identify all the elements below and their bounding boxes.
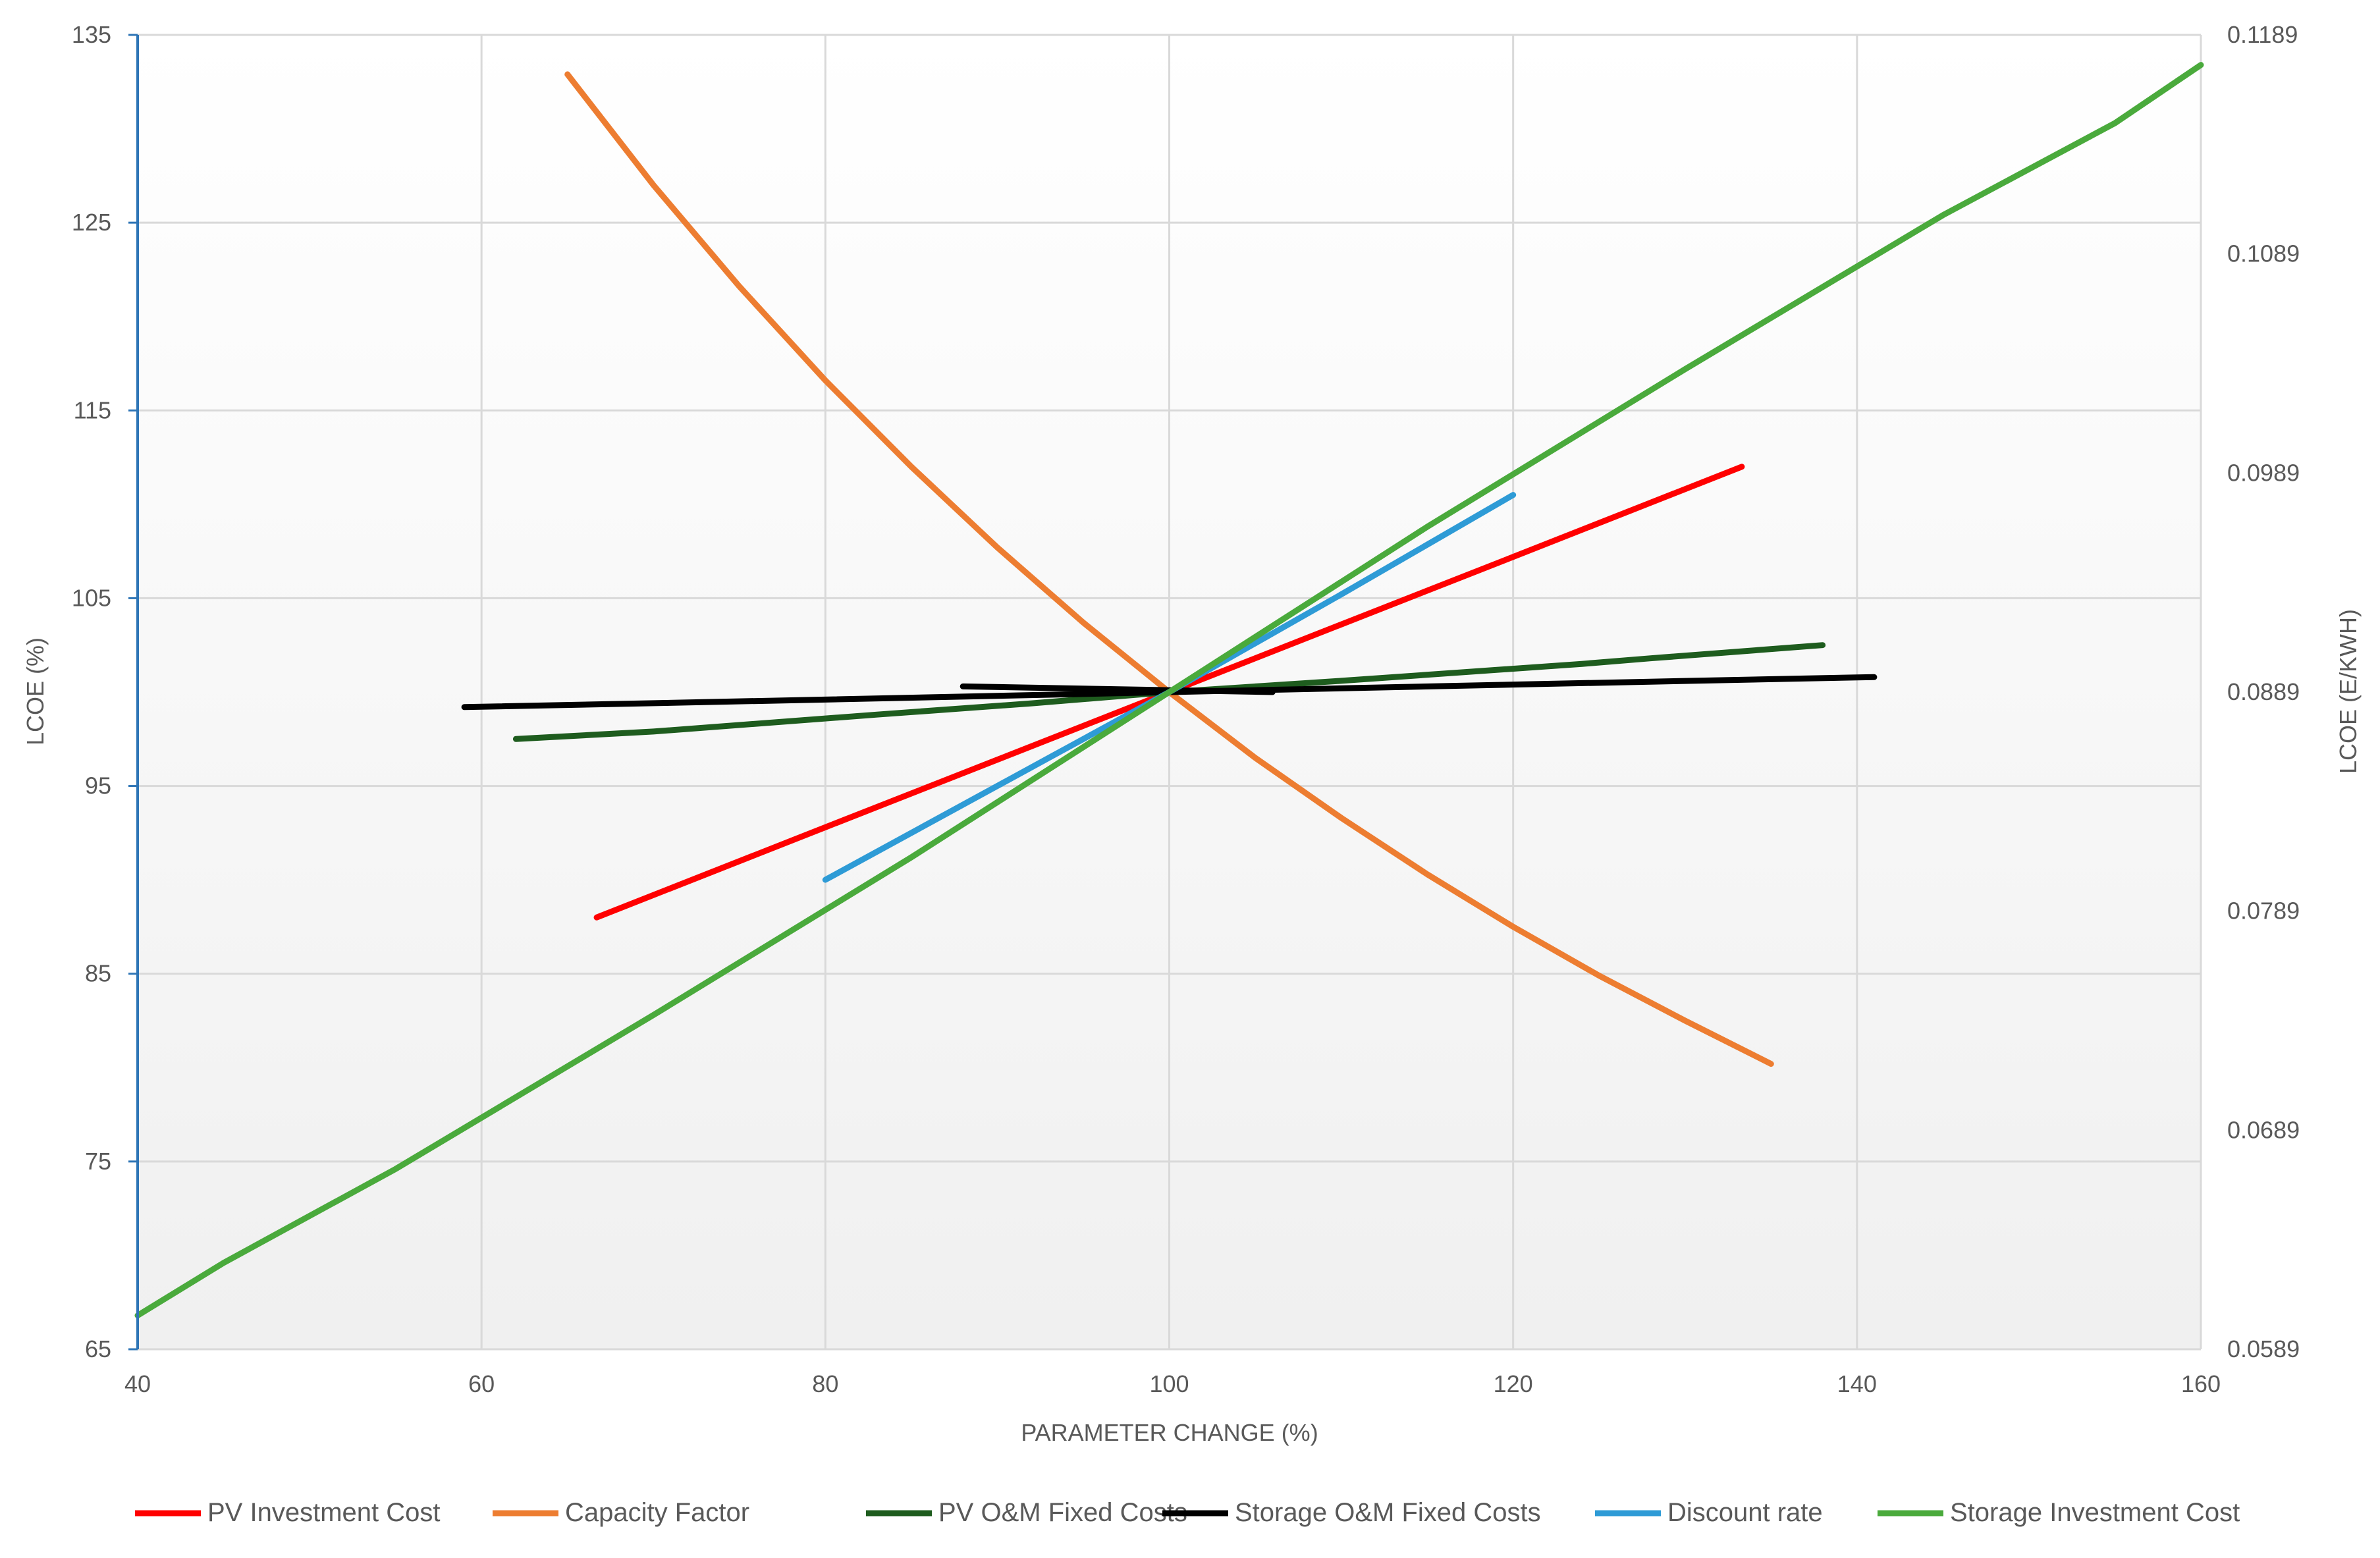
x-tick-label: 40 <box>124 1370 151 1397</box>
x-axis-title: PARAMETER CHANGE (%) <box>1021 1419 1318 1446</box>
y2-axis-title: LCOE (E/KWH) <box>2335 609 2362 774</box>
y-tick-label: 95 <box>85 772 111 799</box>
tick-labels: 40 60 80 100 120 140 160 65 75 85 95 105 115 125 135 0.… <box>72 21 2300 1397</box>
x-tick-label: 120 <box>1494 1370 1533 1397</box>
x-tick-label: 80 <box>812 1370 838 1397</box>
y-tick-label: 65 <box>85 1335 111 1362</box>
legend-label: Capacity Factor <box>565 1498 749 1527</box>
y2-tick-label: 0.0889 <box>2227 678 2300 705</box>
y2-tick-label: 0.1189 <box>2227 21 2298 48</box>
legend-label: Storage Investment Cost <box>1950 1498 2240 1527</box>
x-tick-label: 100 <box>1149 1370 1189 1397</box>
y2-tick-label: 0.0989 <box>2227 459 2300 486</box>
x-tick-label: 140 <box>1837 1370 1877 1397</box>
series-line-storage-investment-cost <box>134 62 2204 1319</box>
x-tick-label: 60 <box>468 1370 495 1397</box>
axes <box>128 34 139 1351</box>
y-tick-label: 105 <box>72 584 111 611</box>
y2-tick-label: 0.0689 <box>2227 1116 2300 1143</box>
series-group <box>134 62 2204 1319</box>
legend: PV Investment Cost Capacity Factor PV O&M … <box>135 1498 2240 1527</box>
legend-label: Discount rate <box>1667 1498 1823 1527</box>
y2-tick-label: 0.0789 <box>2227 898 2300 925</box>
y-tick-label: 115 <box>74 396 111 423</box>
legend-label: Storage O&M Fixed Costs <box>1235 1498 1541 1527</box>
legend-label: PV Investment Cost <box>207 1498 440 1527</box>
y-tick-label: 75 <box>85 1148 111 1175</box>
y2-tick-label: 0.0589 <box>2227 1335 2300 1362</box>
y-axis-title: LCOE (%) <box>22 637 49 745</box>
legend-label: PV O&M Fixed Costs <box>938 1498 1187 1527</box>
y-tick-label: 125 <box>72 209 111 236</box>
y-tick-label: 135 <box>72 21 111 48</box>
y-tick-label: 85 <box>85 960 111 987</box>
y2-tick-label: 0.1089 <box>2227 240 2300 267</box>
x-tick-label: 160 <box>2181 1370 2221 1397</box>
